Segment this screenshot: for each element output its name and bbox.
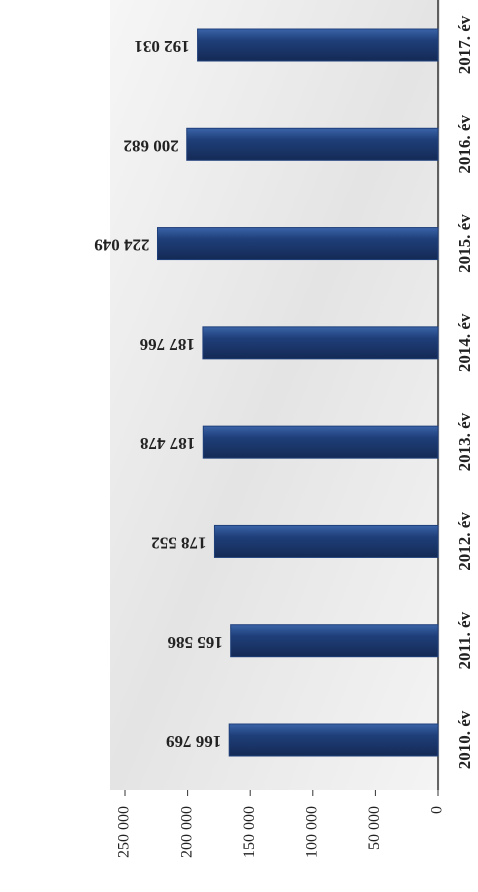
data-label: 165 586 — [167, 633, 222, 652]
value-tick-label: 200 000 — [178, 806, 195, 858]
bar — [228, 723, 439, 757]
category-label: 2013. év — [455, 412, 474, 471]
bar — [202, 326, 439, 360]
bar — [230, 624, 439, 658]
bar — [156, 227, 439, 261]
category-label: 2011. év — [455, 611, 474, 669]
value-tick-label: 100 000 — [303, 806, 320, 858]
bar — [202, 425, 439, 459]
data-label: 166 769 — [166, 732, 221, 751]
data-label: 187 766 — [140, 335, 195, 354]
data-label: 192 031 — [134, 37, 189, 56]
data-label: 224 049 — [94, 236, 149, 255]
category-label: 2012. év — [455, 512, 474, 571]
plot-background — [110, 0, 440, 790]
data-label: 178 552 — [151, 534, 206, 553]
data-label: 200 682 — [123, 136, 178, 155]
value-tick-label: 250 000 — [116, 806, 133, 858]
category-label: 2010. év — [455, 710, 474, 769]
data-label: 187 478 — [140, 434, 195, 453]
value-tick-label: 0 — [429, 806, 446, 814]
category-label: 2015. év — [455, 214, 474, 273]
bar — [213, 524, 439, 558]
bar — [197, 28, 439, 62]
bar — [186, 127, 439, 161]
category-label: 2017. év — [455, 15, 474, 74]
category-label: 2014. év — [455, 313, 474, 372]
category-label: 2016. év — [455, 115, 474, 174]
value-tick-label: 50 000 — [366, 806, 383, 850]
value-tick-label: 150 000 — [241, 806, 258, 858]
